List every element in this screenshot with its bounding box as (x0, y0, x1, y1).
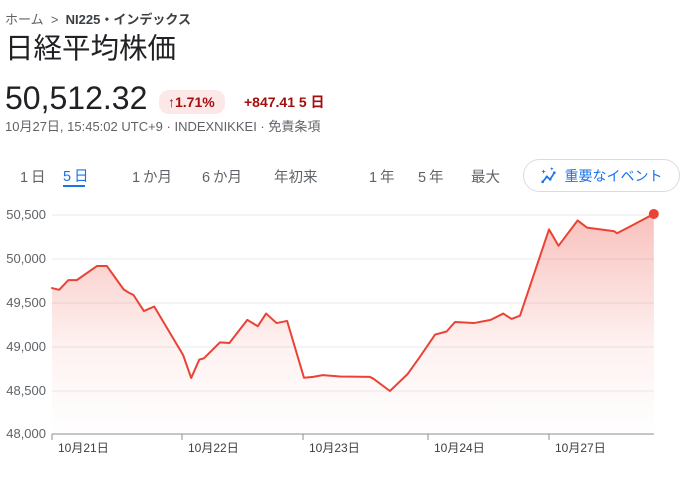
svg-text:10月21日: 10月21日 (58, 441, 109, 453)
svg-text:49,000: 49,000 (6, 339, 46, 354)
svg-text:10月24日: 10月24日 (434, 441, 485, 453)
svg-text:10月22日: 10月22日 (188, 441, 239, 453)
svg-text:10月23日: 10月23日 (309, 441, 360, 453)
svg-text:48,500: 48,500 (6, 383, 46, 398)
svg-text:10月27日: 10月27日 (555, 441, 606, 453)
svg-text:50,500: 50,500 (6, 207, 46, 222)
svg-text:49,500: 49,500 (6, 295, 46, 310)
svg-text:50,000: 50,000 (6, 251, 46, 266)
svg-text:48,000: 48,000 (6, 426, 46, 441)
